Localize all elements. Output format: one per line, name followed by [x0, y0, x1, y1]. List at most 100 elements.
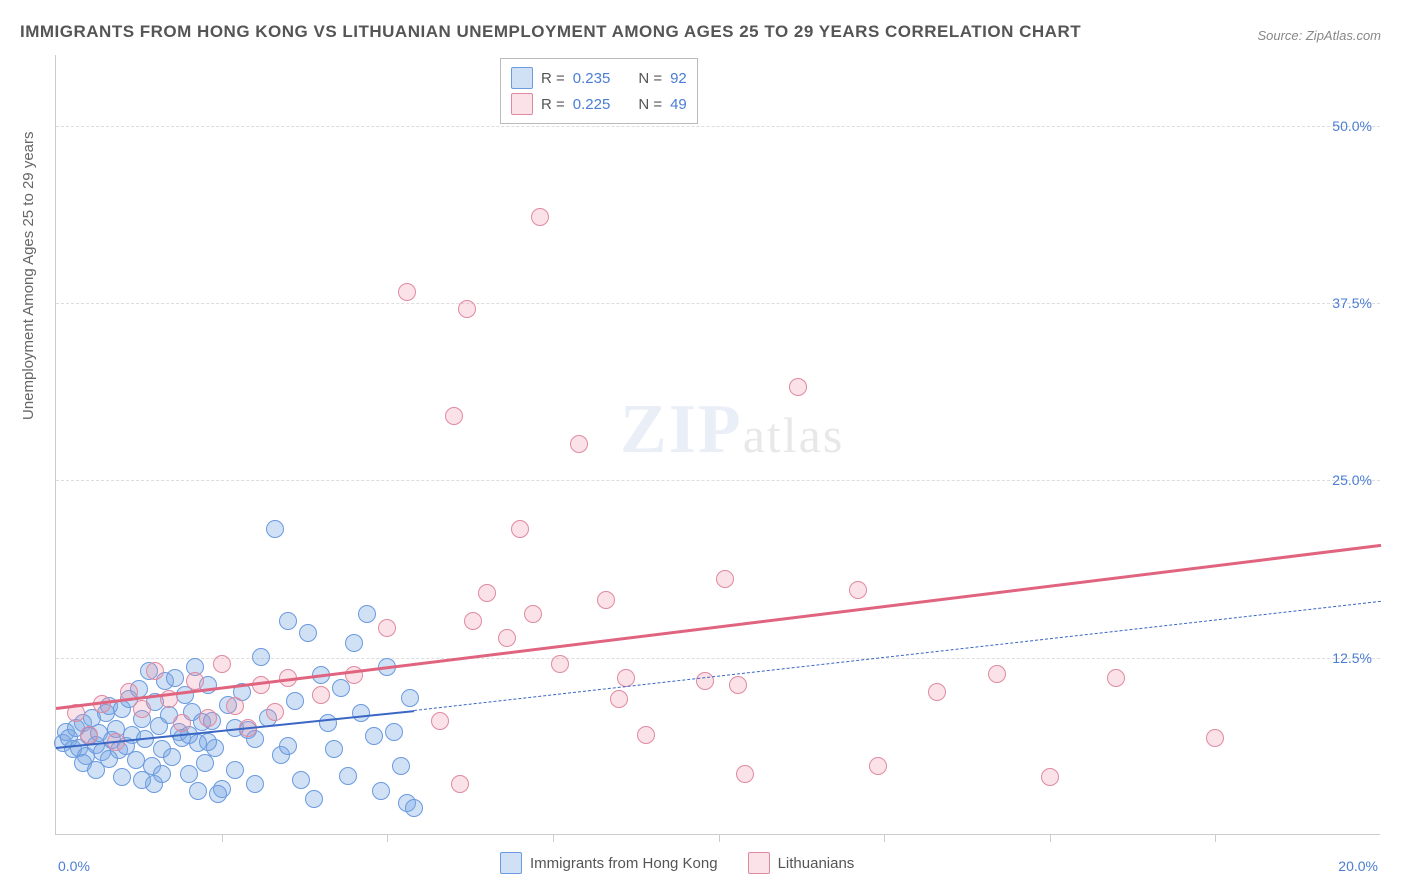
scatter-point	[1107, 669, 1125, 687]
scatter-point	[299, 624, 317, 642]
scatter-point	[292, 771, 310, 789]
scatter-point	[869, 757, 887, 775]
scatter-point	[166, 669, 184, 687]
x-tick	[387, 834, 388, 842]
scatter-point	[716, 570, 734, 588]
legend-swatch-pink	[748, 852, 770, 874]
scatter-point	[133, 771, 151, 789]
scatter-point	[209, 785, 227, 803]
scatter-point	[610, 690, 628, 708]
legend-item-2: Lithuanians	[748, 852, 855, 874]
legend-item-1: Immigrants from Hong Kong	[500, 852, 718, 874]
legend-label-1: Immigrants from Hong Kong	[530, 855, 718, 872]
x-tick	[222, 834, 223, 842]
x-tick	[1050, 834, 1051, 842]
source-attribution: Source: ZipAtlas.com	[1257, 28, 1381, 43]
scatter-point	[401, 689, 419, 707]
trend-line	[56, 544, 1381, 710]
y-tick-label: 25.0%	[1332, 472, 1372, 488]
scatter-point	[445, 407, 463, 425]
scatter-point	[286, 692, 304, 710]
scatter-point	[385, 723, 403, 741]
n-value-1: 92	[670, 70, 687, 87]
scatter-point	[928, 683, 946, 701]
x-tick-label-max: 20.0%	[1338, 858, 1378, 874]
r-label: R =	[541, 96, 565, 113]
scatter-point	[305, 790, 323, 808]
y-axis-label: Unemployment Among Ages 25 to 29 years	[20, 131, 37, 420]
scatter-point	[199, 733, 217, 751]
scatter-point	[146, 662, 164, 680]
scatter-point	[80, 726, 98, 744]
scatter-point	[736, 765, 754, 783]
legend-row-series2: R = 0.225 N = 49	[511, 91, 687, 117]
legend-row-series1: R = 0.235 N = 92	[511, 65, 687, 91]
scatter-point	[696, 672, 714, 690]
scatter-point	[988, 665, 1006, 683]
scatter-point	[637, 726, 655, 744]
scatter-point	[405, 799, 423, 817]
gridline	[56, 126, 1380, 127]
x-tick	[719, 834, 720, 842]
scatter-point	[173, 714, 191, 732]
scatter-point	[189, 782, 207, 800]
scatter-point	[1041, 768, 1059, 786]
scatter-point	[345, 634, 363, 652]
x-tick	[884, 834, 885, 842]
scatter-point	[113, 768, 131, 786]
scatter-point	[213, 655, 231, 673]
scatter-point	[365, 727, 383, 745]
n-label: N =	[638, 70, 662, 87]
scatter-point	[266, 520, 284, 538]
scatter-point	[199, 709, 217, 727]
scatter-point	[570, 435, 588, 453]
legend-swatch-pink	[511, 93, 533, 115]
scatter-point	[186, 672, 204, 690]
scatter-point	[133, 700, 151, 718]
scatter-point	[226, 761, 244, 779]
scatter-point	[551, 655, 569, 673]
scatter-point	[266, 703, 284, 721]
correlation-legend: R = 0.235 N = 92 R = 0.225 N = 49	[500, 58, 698, 124]
gridline	[56, 303, 1380, 304]
scatter-point	[531, 208, 549, 226]
x-tick	[1215, 834, 1216, 842]
chart-title: IMMIGRANTS FROM HONG KONG VS LITHUANIAN …	[20, 22, 1081, 42]
scatter-point	[279, 612, 297, 630]
scatter-point	[464, 612, 482, 630]
scatter-point	[100, 750, 118, 768]
legend-label-2: Lithuanians	[778, 855, 855, 872]
scatter-point	[252, 648, 270, 666]
scatter-point	[252, 676, 270, 694]
scatter-point	[127, 751, 145, 769]
series-legend: Immigrants from Hong Kong Lithuanians	[500, 852, 854, 874]
scatter-point	[312, 686, 330, 704]
scatter-point	[153, 765, 171, 783]
scatter-point	[358, 605, 376, 623]
scatter-point	[729, 676, 747, 694]
scatter-point	[451, 775, 469, 793]
n-value-2: 49	[670, 96, 687, 113]
x-tick	[553, 834, 554, 842]
gridline	[56, 480, 1380, 481]
scatter-point	[458, 300, 476, 318]
scatter-point	[180, 765, 198, 783]
scatter-point	[498, 629, 516, 647]
scatter-point	[431, 712, 449, 730]
scatter-point	[398, 283, 416, 301]
scatter-point	[478, 584, 496, 602]
scatter-point	[196, 754, 214, 772]
scatter-point	[524, 605, 542, 623]
x-tick-label-min: 0.0%	[58, 858, 90, 874]
r-value-2: 0.225	[573, 96, 611, 113]
scatter-point	[849, 581, 867, 599]
scatter-point	[339, 767, 357, 785]
scatter-point	[392, 757, 410, 775]
r-value-1: 0.235	[573, 70, 611, 87]
scatter-point	[789, 378, 807, 396]
y-tick-label: 12.5%	[1332, 650, 1372, 666]
chart-plot-area: 12.5%25.0%37.5%50.0%	[55, 55, 1380, 835]
scatter-point	[378, 619, 396, 637]
y-tick-label: 50.0%	[1332, 118, 1372, 134]
scatter-point	[226, 697, 244, 715]
